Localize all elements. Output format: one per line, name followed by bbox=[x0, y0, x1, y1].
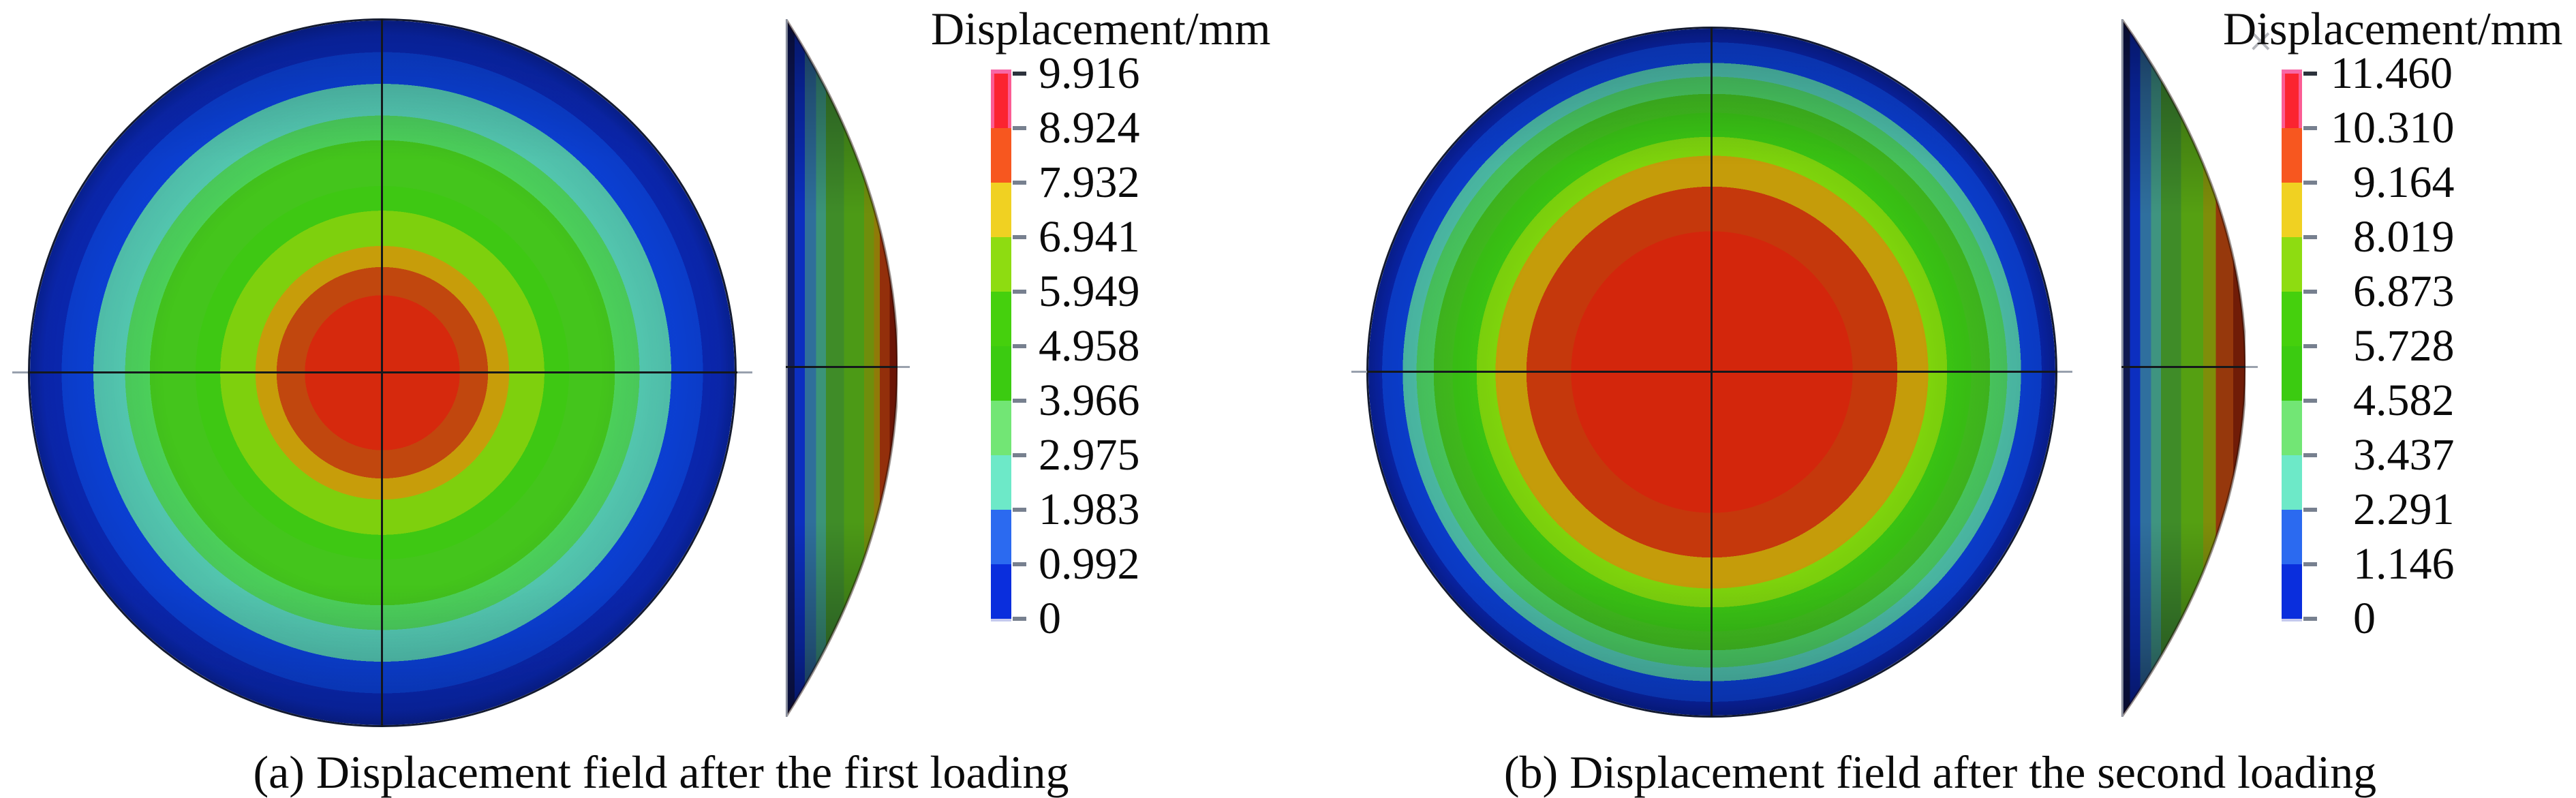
legend-title-a: Displacement/mm bbox=[931, 3, 1271, 55]
legend-band bbox=[2282, 128, 2302, 183]
legend-title-b: Displacement/mm bbox=[2223, 3, 2563, 55]
legend-band bbox=[2282, 292, 2302, 346]
legend-value-label: 8.019 bbox=[2353, 212, 2455, 262]
legend-colorbar-a bbox=[991, 70, 1011, 621]
legend-value-label: 8.924 bbox=[1039, 103, 1140, 153]
legend-band bbox=[991, 128, 1011, 183]
legend-band bbox=[991, 183, 1011, 237]
legend-ticks-b bbox=[2303, 72, 2318, 623]
legend-band bbox=[991, 237, 1011, 292]
legend-tick bbox=[2303, 290, 2317, 294]
legend-value-label: 4.958 bbox=[1039, 321, 1140, 371]
profile-tip-shading bbox=[2121, 19, 2245, 717]
axis-end-cap bbox=[1351, 371, 1368, 373]
axis-end-cap bbox=[2057, 371, 2072, 373]
legend-value-label: 0 bbox=[2353, 594, 2376, 643]
legend-tick bbox=[1013, 72, 1026, 76]
vertical-axis-line-a bbox=[381, 19, 383, 726]
legend-band bbox=[991, 455, 1011, 510]
legend-band bbox=[991, 74, 1011, 128]
profile-midline-cap-a bbox=[898, 366, 910, 368]
legend-tick bbox=[2303, 344, 2317, 348]
profile-midline-cap-b bbox=[2245, 366, 2258, 368]
legend-band bbox=[2282, 564, 2302, 619]
legend-band bbox=[2282, 183, 2302, 237]
profile-curved-edge bbox=[786, 19, 898, 717]
legend-tick bbox=[2303, 562, 2317, 566]
legend-tick bbox=[2303, 126, 2317, 130]
legend-tick bbox=[1013, 399, 1026, 403]
legend-tick bbox=[1013, 181, 1026, 185]
legend-band bbox=[2282, 455, 2302, 510]
legend-value-label: 10.310 bbox=[2331, 103, 2455, 153]
legend-tick bbox=[2303, 72, 2317, 76]
legend-band bbox=[2282, 401, 2302, 455]
profile-curved-edge bbox=[2121, 19, 2245, 717]
vertical-axis-line-b bbox=[1711, 27, 1713, 717]
legend-value-label: 0 bbox=[1039, 594, 1061, 643]
legend-band bbox=[991, 292, 1011, 346]
legend-band bbox=[2282, 510, 2302, 564]
legend-value-label: 2.291 bbox=[2353, 485, 2455, 534]
profile-midline-b bbox=[2121, 366, 2245, 368]
legend-value-label: 3.437 bbox=[2353, 430, 2455, 480]
legend-tick bbox=[1013, 344, 1026, 348]
legend-tick bbox=[2303, 399, 2317, 403]
legend-band bbox=[991, 564, 1011, 619]
triad-marker-icon: × bbox=[2248, 22, 2274, 59]
legend-band bbox=[991, 510, 1011, 564]
profile-tip-shading bbox=[786, 19, 898, 717]
legend-tick bbox=[1013, 617, 1026, 621]
legend-value-label: 0.992 bbox=[1039, 539, 1140, 589]
legend-tick bbox=[2303, 617, 2317, 621]
legend-value-label: 9.164 bbox=[2353, 157, 2455, 207]
legend-value-label: 5.728 bbox=[2353, 321, 2455, 371]
profile-midline-a bbox=[786, 366, 898, 368]
legend-tick bbox=[2303, 508, 2317, 512]
axis-end-cap bbox=[737, 371, 752, 373]
legend-value-label: 6.873 bbox=[2353, 266, 2455, 316]
legend-tick bbox=[1013, 453, 1026, 457]
legend-value-label: 5.949 bbox=[1039, 266, 1140, 316]
legend-tick bbox=[1013, 562, 1026, 566]
legend-band bbox=[2282, 346, 2302, 401]
legend-band bbox=[991, 401, 1011, 455]
legend-tick bbox=[2303, 235, 2317, 239]
legend-tick bbox=[1013, 508, 1026, 512]
legend-value-label: 11.460 bbox=[2331, 48, 2453, 98]
legend-value-label: 2.975 bbox=[1039, 430, 1140, 480]
legend-value-label: 3.966 bbox=[1039, 375, 1140, 425]
legend-value-label: 9.916 bbox=[1039, 48, 1140, 98]
legend-value-label: 1.983 bbox=[1039, 485, 1140, 534]
legend-value-label: 1.146 bbox=[2353, 539, 2455, 589]
legend-band bbox=[2282, 237, 2302, 292]
caption-a: (a) Displacement field after the first l… bbox=[253, 746, 1069, 798]
legend-tick bbox=[2303, 453, 2317, 457]
axis-end-cap bbox=[12, 371, 29, 373]
legend-tick bbox=[2303, 181, 2317, 185]
legend-value-label: 6.941 bbox=[1039, 212, 1140, 262]
legend-band bbox=[2282, 74, 2302, 128]
legend-tick bbox=[1013, 290, 1026, 294]
legend-ticks-a bbox=[1013, 72, 1028, 623]
legend-colorbar-b bbox=[2282, 70, 2302, 621]
legend-value-label: 7.932 bbox=[1039, 157, 1140, 207]
side-profile-a bbox=[786, 19, 898, 717]
caption-b: (b) Displacement field after the second … bbox=[1503, 746, 2377, 798]
legend-value-label: 4.582 bbox=[2353, 375, 2455, 425]
legend-band bbox=[991, 346, 1011, 401]
side-profile-b bbox=[2121, 19, 2245, 717]
legend-tick bbox=[1013, 126, 1026, 130]
legend-tick bbox=[1013, 235, 1026, 239]
